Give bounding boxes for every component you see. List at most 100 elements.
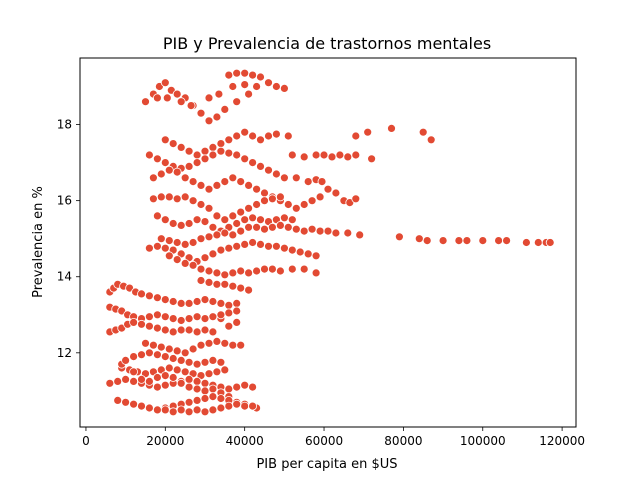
data-point [264, 131, 273, 141]
data-point [224, 135, 234, 145]
data-point [192, 359, 202, 369]
data-point [478, 236, 488, 246]
data-point [156, 192, 166, 202]
data-point [168, 373, 178, 382]
data-point [208, 392, 218, 402]
data-point [220, 228, 230, 238]
data-point [271, 241, 281, 251]
data-point [283, 131, 293, 141]
data-point [164, 251, 174, 261]
data-point [192, 384, 202, 394]
data-point [494, 236, 504, 246]
data-point [232, 317, 242, 327]
data-point [160, 243, 170, 253]
data-point [299, 200, 309, 209]
data-point [367, 154, 377, 164]
data-point [248, 238, 258, 247]
data-point [152, 382, 162, 392]
data-point [323, 226, 333, 236]
data-point [228, 230, 238, 240]
data-point [232, 131, 242, 141]
data-point [248, 70, 258, 80]
data-point [152, 154, 162, 164]
data-point [152, 373, 162, 382]
chart-title: PIB y Prevalencia de trastornos mentales [163, 34, 491, 53]
data-point [160, 158, 170, 168]
data-point [260, 188, 269, 198]
data-point [224, 308, 234, 318]
data-point [141, 97, 150, 107]
data-point [418, 127, 428, 137]
data-point [204, 116, 214, 126]
data-point [299, 226, 309, 236]
y-tick-label: 12 [57, 346, 72, 360]
data-point [184, 161, 194, 171]
data-point [279, 173, 289, 183]
data-point [311, 268, 321, 278]
data-point [184, 219, 194, 228]
data-point [152, 405, 162, 415]
data-point [129, 399, 139, 409]
data-point [240, 215, 250, 225]
data-point [307, 224, 317, 234]
data-point [232, 298, 242, 308]
data-point [311, 251, 321, 261]
data-point [220, 365, 230, 375]
data-point [283, 200, 293, 209]
data-point [236, 207, 246, 217]
data-point [220, 215, 230, 225]
data-point [172, 346, 182, 356]
data-point [264, 78, 273, 88]
data-point [244, 180, 254, 190]
data-point [220, 105, 230, 114]
data-point [200, 217, 210, 227]
data-point [164, 192, 174, 202]
data-point [141, 338, 150, 348]
data-point [180, 367, 190, 377]
data-point [152, 310, 162, 320]
data-point [283, 222, 293, 232]
data-point [144, 291, 154, 301]
data-point [144, 376, 154, 386]
data-point [160, 352, 170, 362]
data-point [279, 213, 289, 223]
data-point [240, 401, 250, 411]
data-point [220, 177, 230, 187]
data-point [144, 403, 154, 413]
data-point [164, 363, 174, 373]
data-point [200, 325, 210, 335]
data-point [264, 165, 273, 175]
data-point [256, 215, 265, 225]
data-point [319, 150, 329, 160]
data-point [192, 297, 202, 306]
y-tick-label: 14 [57, 270, 72, 284]
data-point [236, 226, 246, 236]
data-point [331, 228, 341, 238]
data-point [275, 192, 285, 202]
data-point [208, 327, 218, 337]
data-point [256, 161, 265, 171]
data-point [192, 395, 202, 405]
data-point [196, 108, 206, 118]
data-point [152, 293, 162, 303]
data-point [184, 357, 194, 367]
data-point [236, 177, 246, 187]
data-point [248, 213, 258, 223]
data-point [271, 169, 281, 179]
data-point [252, 184, 262, 194]
data-point [180, 258, 190, 268]
data-point [176, 316, 186, 325]
data-point [176, 97, 186, 107]
data-point [160, 371, 170, 381]
data-point [180, 239, 190, 249]
data-point [533, 238, 543, 247]
data-point [148, 340, 158, 350]
data-point [188, 238, 198, 247]
data-point [394, 232, 404, 242]
data-point [291, 173, 301, 183]
data-point [240, 239, 250, 249]
data-point [192, 158, 202, 168]
data-point [260, 196, 269, 206]
data-point [152, 93, 162, 103]
